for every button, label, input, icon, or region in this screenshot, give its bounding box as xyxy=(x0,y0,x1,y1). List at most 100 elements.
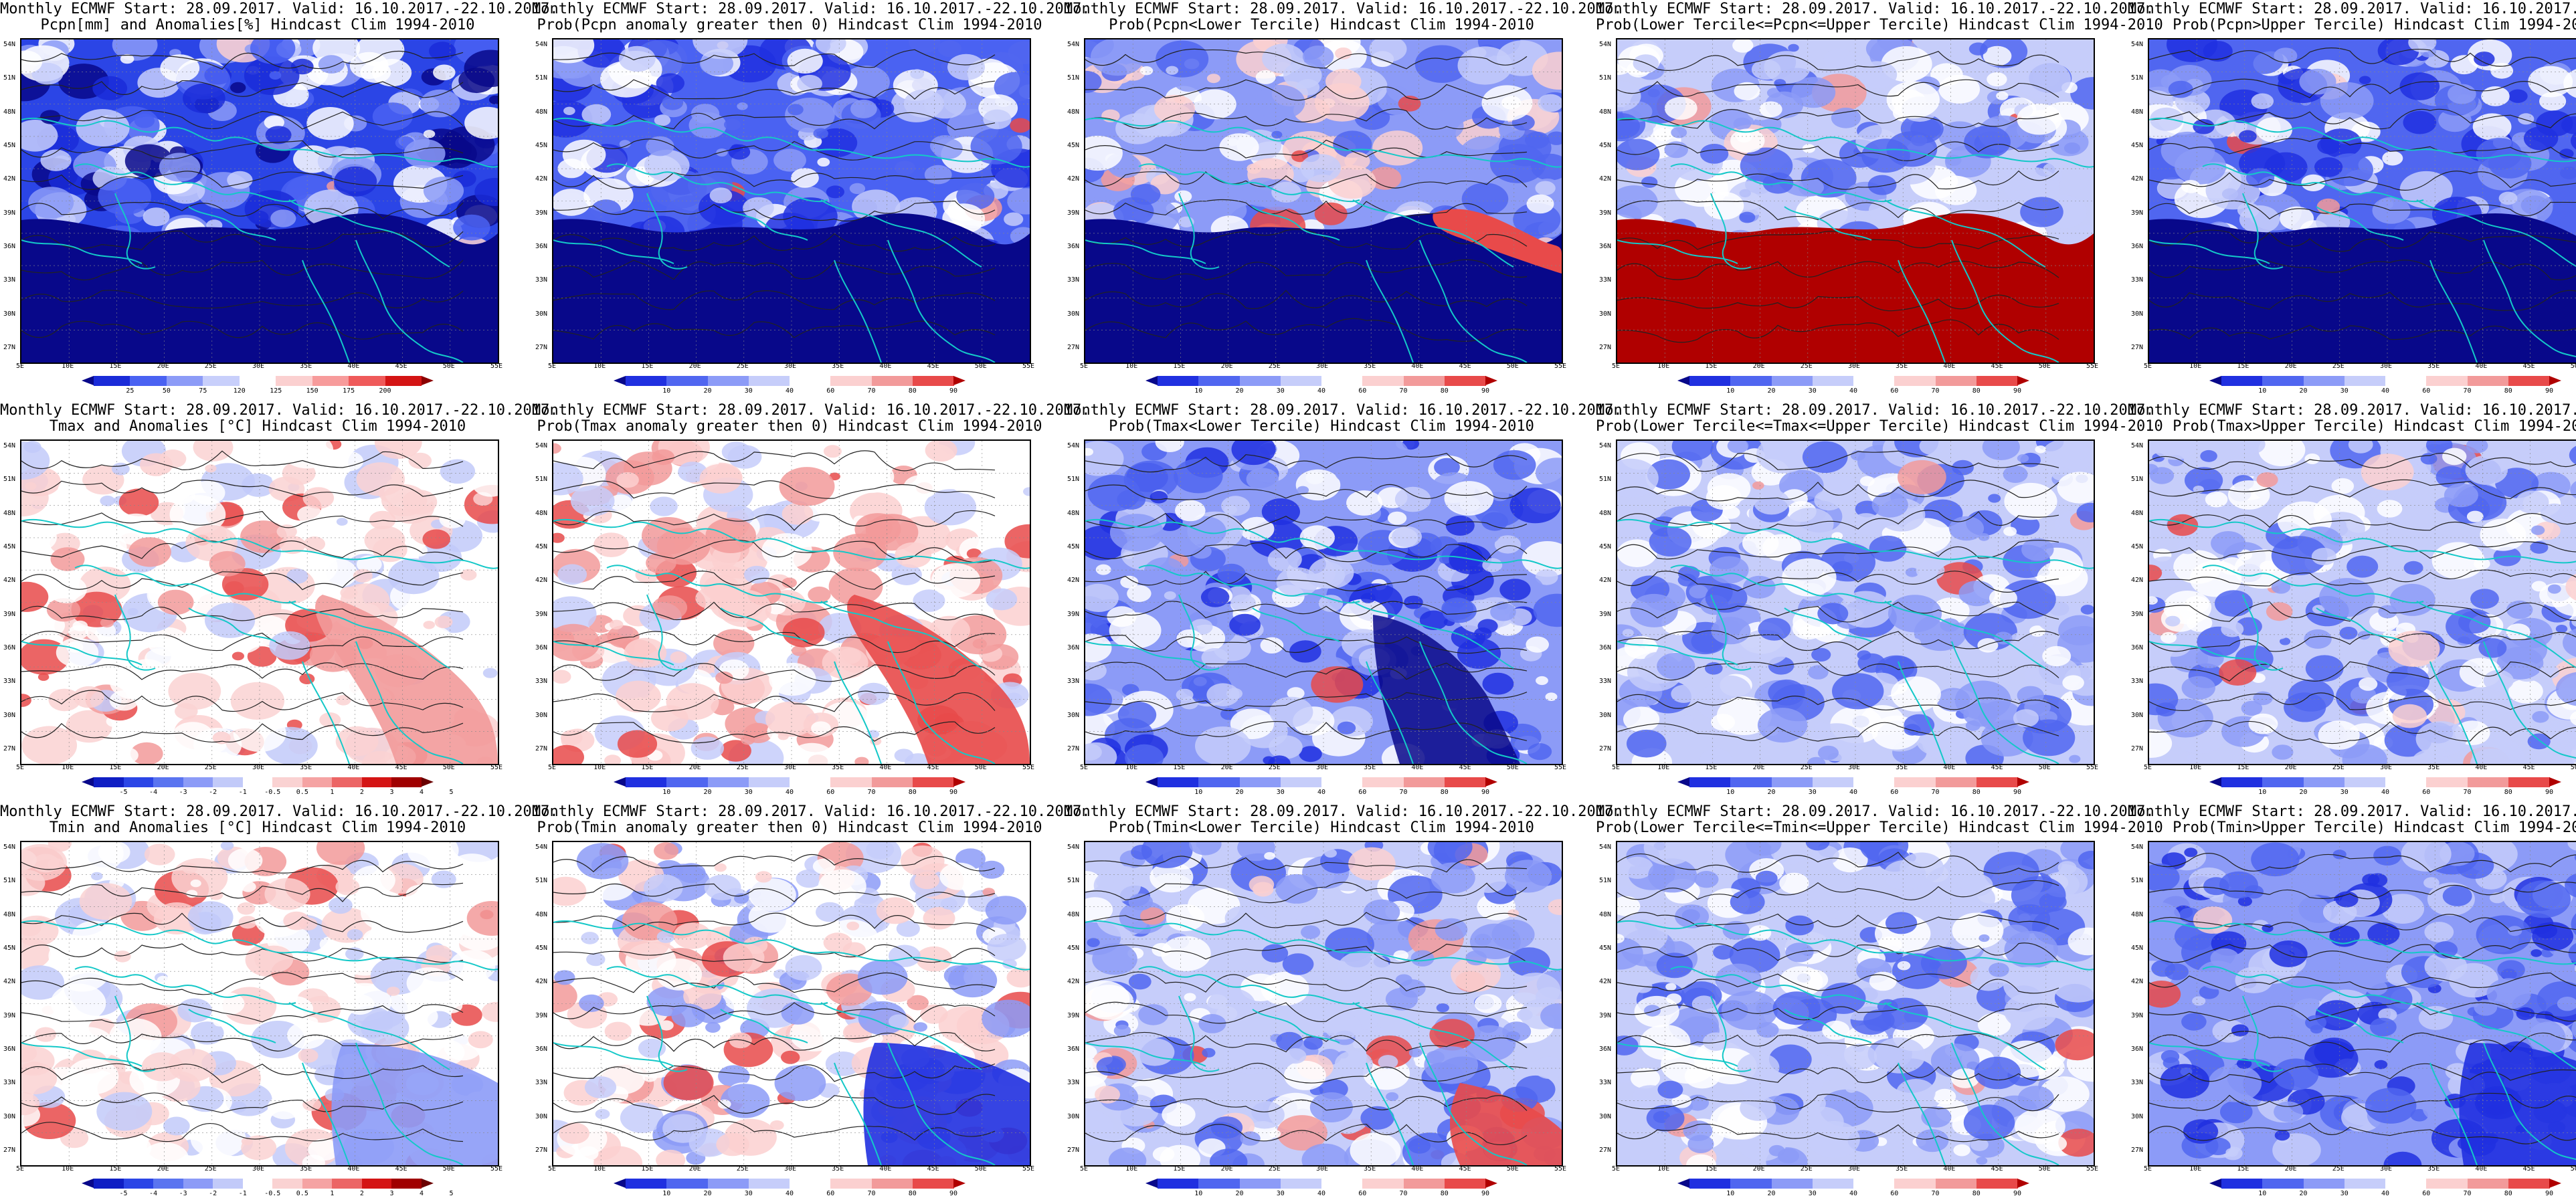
lat-label: 27N xyxy=(3,1146,16,1154)
map-field xyxy=(21,842,498,1165)
colorbar-max-arrow xyxy=(1485,777,1497,787)
panel-title-line2: Prob(Tmax anomaly greater then 0) Hindca… xyxy=(537,418,1042,435)
lon-label: 50E xyxy=(442,764,455,771)
map-field xyxy=(2149,842,2576,1165)
forecast-panel: Monthly ECMWF Start: 28.09.2017. Valid: … xyxy=(1596,0,2163,401)
colorbar-swatch xyxy=(94,376,130,386)
colorbar-tick-label: 40 xyxy=(1317,1190,1326,1197)
colorbar-tick-label: 90 xyxy=(949,1190,958,1197)
lon-label: 20E xyxy=(2284,1165,2297,1173)
colorbar-max-arrow xyxy=(2549,777,2561,787)
lat-label: 27N xyxy=(2131,1146,2144,1154)
panel-title-line1: Monthly ECMWF Start: 28.09.2017. Valid: … xyxy=(2128,1,2576,17)
lat-label: 39N xyxy=(535,1011,548,1019)
lon-label: 45E xyxy=(1459,764,1471,771)
colorbar-min-arrow xyxy=(614,777,626,787)
lat-label: 51N xyxy=(3,877,16,885)
lat-label: 42N xyxy=(1599,978,1612,986)
lat-label: 30N xyxy=(3,1112,16,1120)
lat-label: 33N xyxy=(3,1079,16,1087)
map-area xyxy=(552,439,1031,765)
colorbar-swatch xyxy=(1198,777,1240,787)
lat-label: 48N xyxy=(2131,910,2144,918)
colorbar-tick-label: 10 xyxy=(662,789,671,796)
map-area xyxy=(1084,841,1563,1167)
colorbar-swatch xyxy=(2467,376,2509,386)
lon-label: 30E xyxy=(2379,363,2393,370)
map-field xyxy=(1085,842,1562,1165)
colorbar-max-arrow xyxy=(422,376,434,385)
lon-label: 10E xyxy=(62,363,74,370)
lat-label: 45N xyxy=(535,543,548,550)
forecast-panel: Monthly ECMWF Start: 28.09.2017. Valid: … xyxy=(1064,401,1622,803)
panel-title-line1: Monthly ECMWF Start: 28.09.2017. Valid: … xyxy=(2128,402,2576,419)
lon-label: 5E xyxy=(1611,764,1621,771)
colorbar-tick-label: 60 xyxy=(1890,1190,1899,1197)
lat-label: 42N xyxy=(535,577,548,585)
lon-label: 5E xyxy=(15,363,25,370)
lat-label: 54N xyxy=(1599,41,1612,48)
lat-label: 42N xyxy=(2131,978,2144,986)
lat-label: 45N xyxy=(1599,142,1612,149)
map-field xyxy=(1617,441,2094,764)
lon-label: 35E xyxy=(2427,1165,2440,1173)
colorbar-swatch xyxy=(1198,376,1240,386)
colorbar-max-arrow xyxy=(2017,777,2029,787)
colorbar-swatch xyxy=(332,777,363,787)
colorbar-tick-label: 3 xyxy=(389,789,394,796)
panel-title-line2: Prob(Tmin<Lower Tercile) Hindcast Clim 1… xyxy=(1109,819,1534,836)
colorbar-swatch xyxy=(1935,777,1977,787)
colorbar-tick-label: 4 xyxy=(419,1190,424,1197)
colorbar-swatch xyxy=(2262,1179,2304,1189)
lon-label: 10E xyxy=(1657,1165,1670,1173)
lon-label: 50E xyxy=(2570,764,2576,771)
colorbar-tick-label: 20 xyxy=(1767,387,1776,395)
colorbar-tick-label: 80 xyxy=(908,387,917,395)
lat-label: 48N xyxy=(1067,108,1080,116)
lat-label: 39N xyxy=(3,610,16,618)
colorbar-swatch xyxy=(2467,777,2509,787)
colorbar-swatch xyxy=(1812,376,1854,386)
colorbar-tick-label: 80 xyxy=(1972,789,1981,796)
colorbar-swatch xyxy=(871,777,913,787)
lat-label: 27N xyxy=(535,344,548,351)
colorbar-max-arrow xyxy=(953,1179,965,1188)
colorbar-min-arrow xyxy=(1145,376,1158,385)
lon-label: 20E xyxy=(157,1165,169,1173)
lat-label: 30N xyxy=(1599,310,1612,318)
colorbar-swatch xyxy=(1853,777,1895,787)
colorbar-swatch xyxy=(2508,376,2550,386)
colorbar-tick-label: 60 xyxy=(1890,789,1899,796)
lon-label: 20E xyxy=(1220,1165,1233,1173)
lon-label: 15E xyxy=(1173,764,1186,771)
colorbar-tick-label: 80 xyxy=(2504,1190,2512,1197)
colorbar-tick-label: 90 xyxy=(949,387,958,395)
lon-label: 10E xyxy=(1125,764,1138,771)
lat-label: 33N xyxy=(2131,1079,2144,1087)
colorbar-tick-label: 20 xyxy=(703,789,712,796)
colorbar-tick-label: -5 xyxy=(119,1190,128,1197)
colorbar-max-arrow xyxy=(422,777,434,787)
colorbar: -5 -4 -3 -2 -1 -0.5 0.5 1 2 3 4 5 xyxy=(82,1179,454,1197)
colorbar-swatch xyxy=(272,1179,303,1189)
colorbar-tick-label: -3 xyxy=(179,789,187,796)
lat-label: 30N xyxy=(3,310,16,318)
colorbar-swatch xyxy=(1812,777,1854,787)
panel-title-line2: Prob(Pcpn>Upper Tercile) Hindcast Clim 1… xyxy=(2173,17,2576,33)
lon-label: 10E xyxy=(593,764,606,771)
lon-label: 50E xyxy=(2038,363,2051,370)
lat-label: 36N xyxy=(1599,243,1612,250)
colorbar-tick-label: 4 xyxy=(419,789,424,796)
colorbar-tick-label: 10 xyxy=(2258,789,2267,796)
lat-label: 51N xyxy=(1067,74,1080,82)
lat-label: 45N xyxy=(2131,543,2144,550)
colorbar-swatch xyxy=(1403,376,1445,386)
lat-label: 48N xyxy=(1067,910,1080,918)
panel-title-line2: Prob(Lower Tercile<=Pcpn<=Upper Tercile)… xyxy=(1596,17,2163,33)
colorbar-tick-label: 70 xyxy=(1931,789,1940,796)
lon-label: 45E xyxy=(927,363,939,370)
lon-label: 20E xyxy=(157,363,169,370)
colorbar-swatch xyxy=(2426,376,2468,386)
lon-label: 5E xyxy=(1079,363,1089,370)
colorbar-swatch xyxy=(391,777,422,787)
